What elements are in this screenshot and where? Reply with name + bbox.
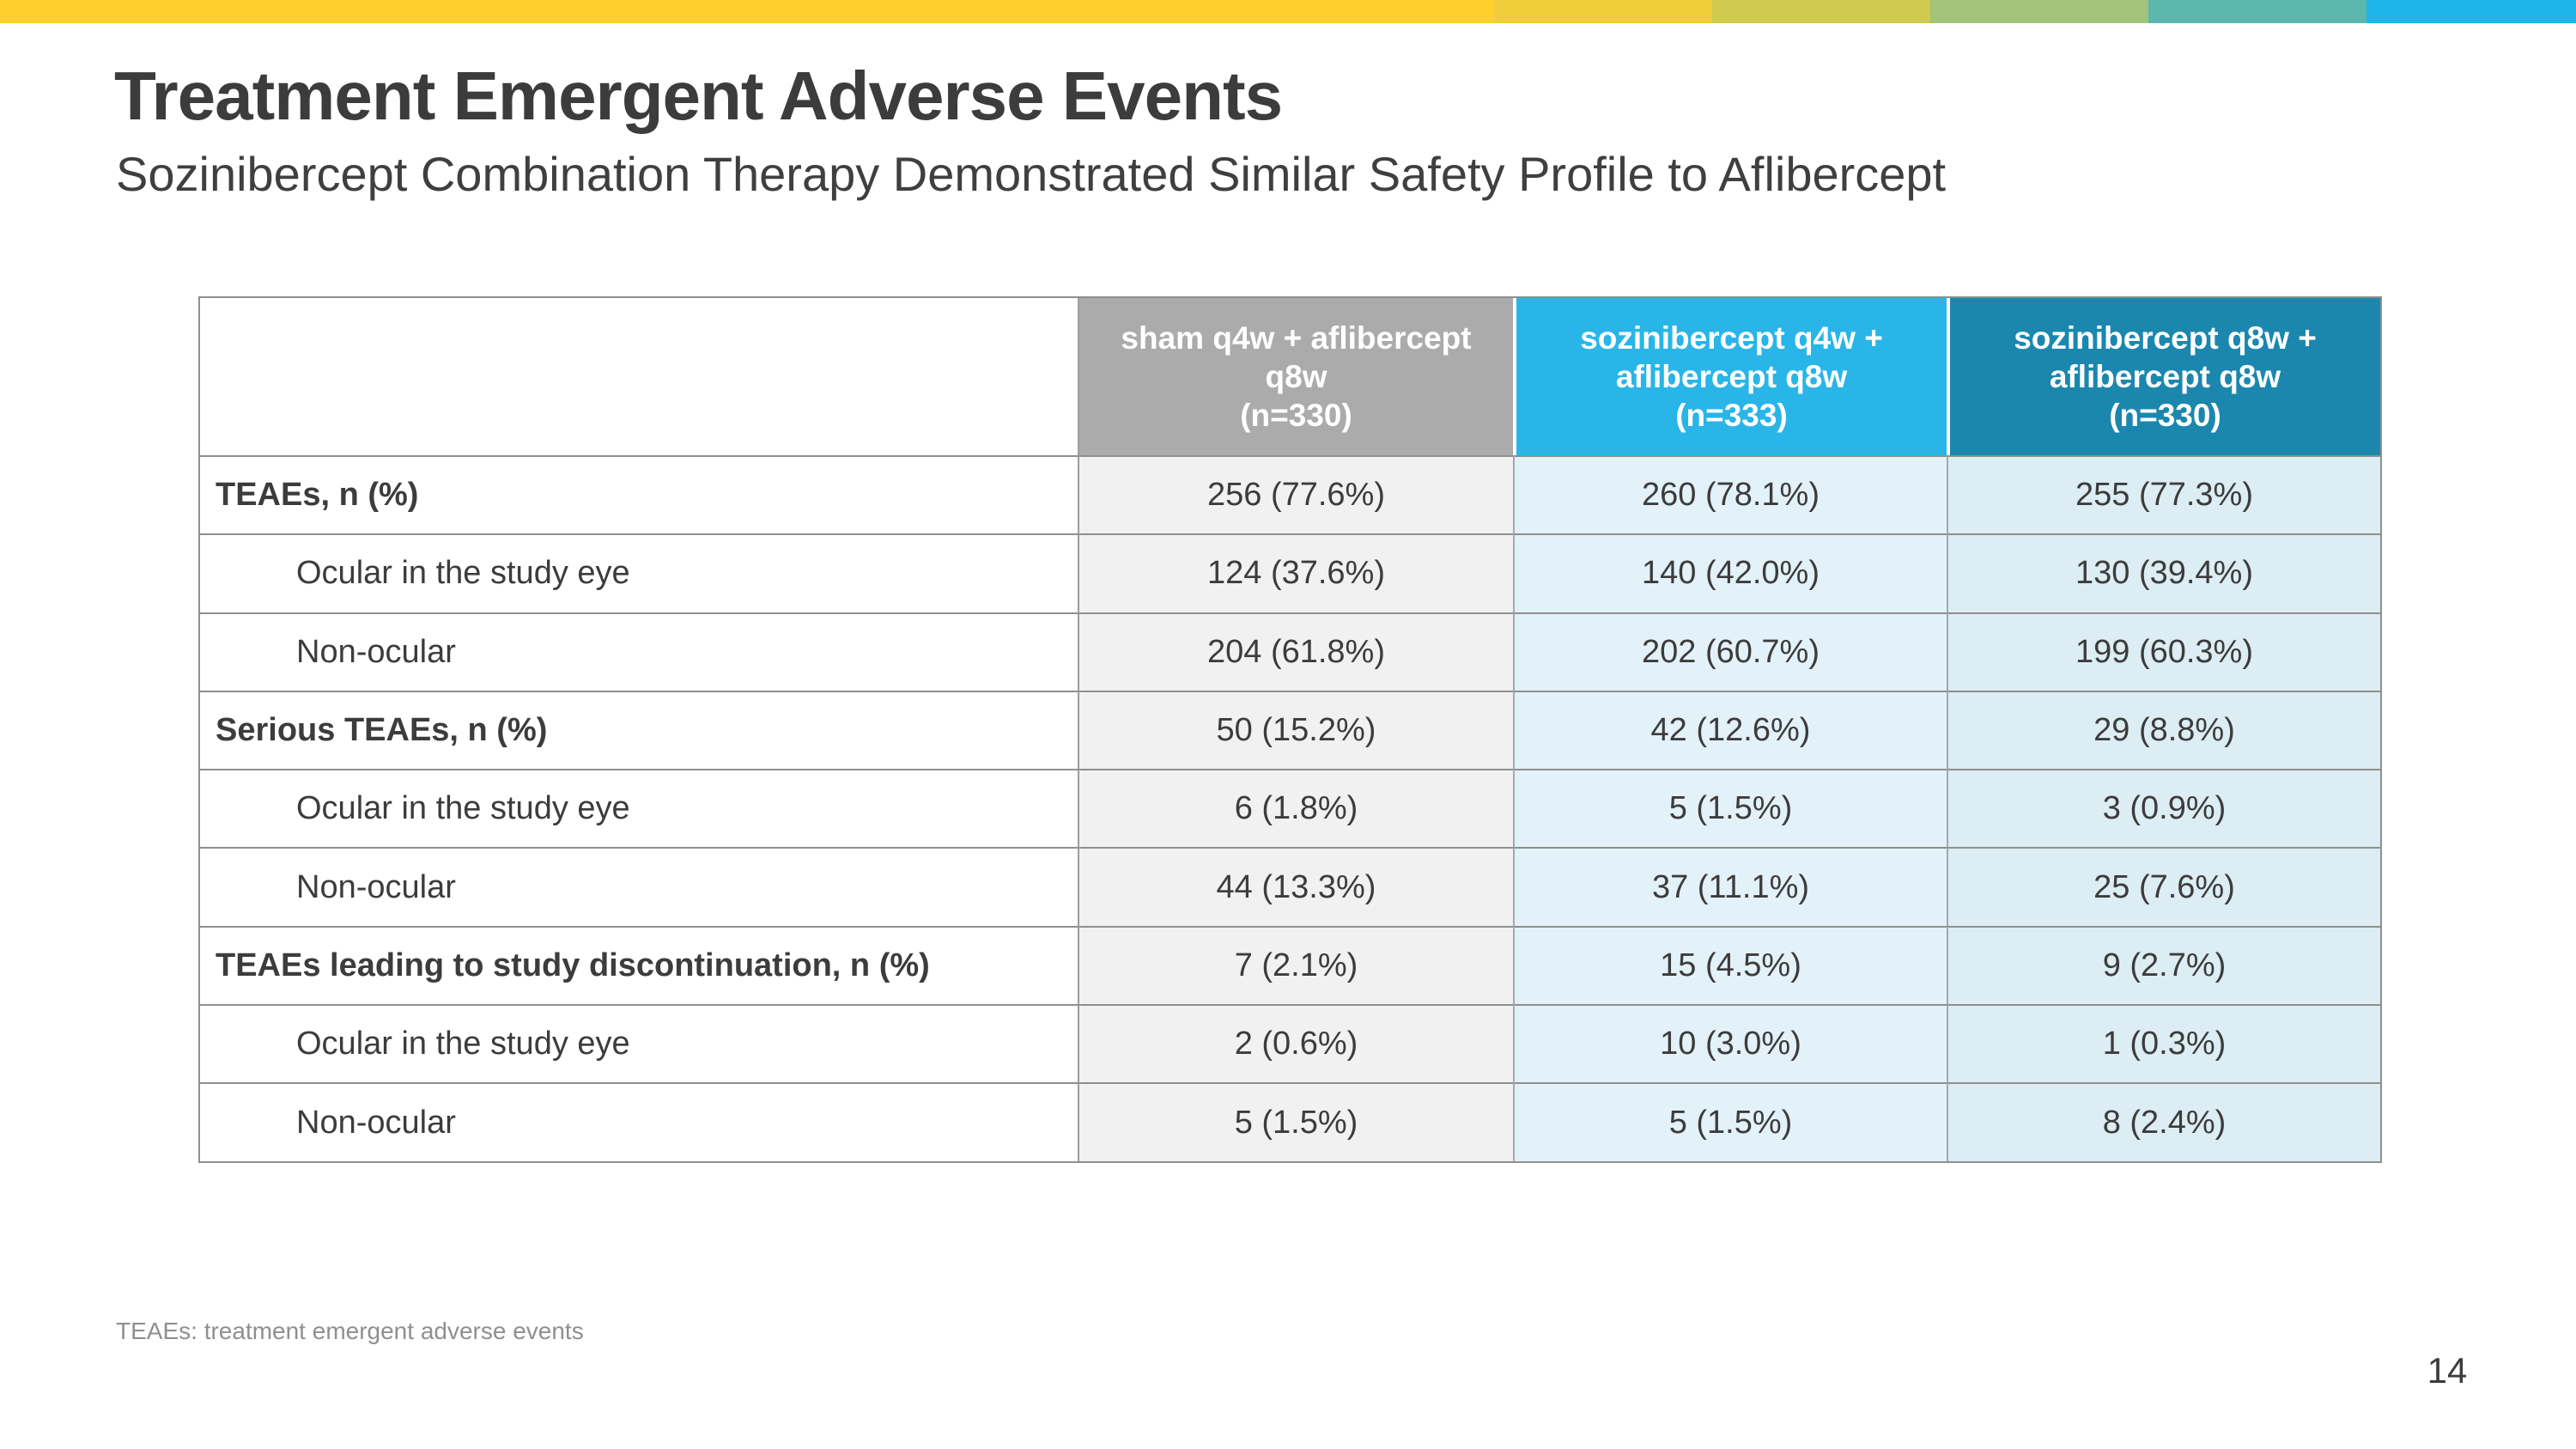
accent-bar-segment-green: [1930, 0, 2148, 23]
table-cell: 8 (2.4%): [1947, 1082, 2380, 1161]
table-cell: 29 (8.8%): [1947, 690, 2380, 770]
row-label-discontinuation: TEAEs leading to study discontinuation, …: [200, 925, 1079, 1005]
row-label-discontinuation-nonocular: Non-ocular: [200, 1082, 1079, 1161]
accent-bar-segment-blue: [2366, 0, 2576, 23]
table-cell: 255 (77.3%): [1947, 455, 2380, 534]
table-cell: 124 (37.6%): [1079, 533, 1513, 612]
table-cell: 256 (77.6%): [1079, 455, 1513, 534]
table-header-sham-q4w: sham q4w + aflibercept q8w (n=330): [1079, 298, 1513, 455]
table-cell: 5 (1.5%): [1513, 1082, 1947, 1161]
slide-title: Treatment Emergent Adverse Events: [114, 58, 1283, 134]
table-header-blank-cell: [200, 298, 1079, 455]
accent-bar: [0, 0, 2576, 23]
table-header-sozinibercept-q4w: sozinibercept q4w + aflibercept q8w (n=3…: [1513, 298, 1947, 455]
table-cell: 10 (3.0%): [1513, 1004, 1947, 1083]
table-cell: 7 (2.1%): [1079, 925, 1513, 1005]
table-cell: 140 (42.0%): [1513, 533, 1947, 612]
accent-bar-segment-gold: [1494, 0, 1712, 23]
slide-subtitle: Sozinibercept Combination Therapy Demons…: [116, 147, 1947, 201]
row-label-serious-teaes: Serious TEAEs, n (%): [200, 690, 1079, 770]
table-cell: 44 (13.3%): [1079, 847, 1513, 926]
row-label-serious-ocular: Ocular in the study eye: [200, 769, 1079, 848]
accent-bar-segment-yellow: [0, 0, 1494, 23]
accent-bar-segment-teal: [2148, 0, 2366, 23]
row-label-teaes: TEAEs, n (%): [200, 455, 1079, 534]
table-cell: 5 (1.5%): [1079, 1082, 1513, 1161]
table-cell: 204 (61.8%): [1079, 612, 1513, 691]
table-cell: 5 (1.5%): [1513, 769, 1947, 848]
table-cell: 199 (60.3%): [1947, 612, 2380, 691]
table-cell: 1 (0.3%): [1947, 1004, 2380, 1083]
table-cell: 50 (15.2%): [1079, 690, 1513, 770]
page-number: 14: [2427, 1350, 2468, 1391]
row-label-teaes-ocular: Ocular in the study eye: [200, 533, 1079, 612]
table-cell: 260 (78.1%): [1513, 455, 1947, 534]
table-cell: 37 (11.1%): [1513, 847, 1947, 926]
adverse-events-table: sham q4w + aflibercept q8w (n=330) sozin…: [198, 296, 2382, 1163]
table-header-sozinibercept-q8w: sozinibercept q8w + aflibercept q8w (n=3…: [1947, 298, 2380, 455]
row-label-discontinuation-ocular: Ocular in the study eye: [200, 1004, 1079, 1083]
table-cell: 3 (0.9%): [1947, 769, 2380, 848]
row-label-teaes-nonocular: Non-ocular: [200, 612, 1079, 691]
table-cell: 15 (4.5%): [1513, 925, 1947, 1005]
table-cell: 25 (7.6%): [1947, 847, 2380, 926]
table-cell: 202 (60.7%): [1513, 612, 1947, 691]
table-cell: 6 (1.8%): [1079, 769, 1513, 848]
table-cell: 2 (0.6%): [1079, 1004, 1513, 1083]
table-cell: 130 (39.4%): [1947, 533, 2380, 612]
table-cell: 9 (2.7%): [1947, 925, 2380, 1005]
accent-bar-segment-olive: [1712, 0, 1930, 23]
table-cell: 42 (12.6%): [1513, 690, 1947, 770]
row-label-serious-nonocular: Non-ocular: [200, 847, 1079, 926]
footnote: TEAEs: treatment emergent adverse events: [116, 1318, 584, 1344]
